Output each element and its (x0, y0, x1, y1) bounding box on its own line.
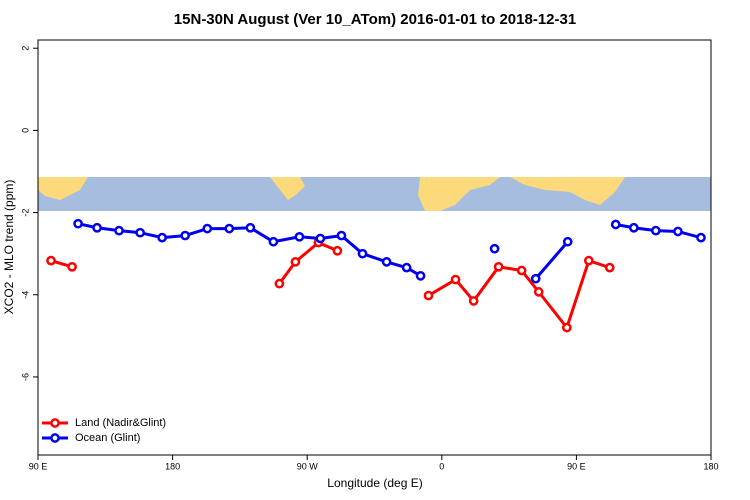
plot-frame (37, 39, 712, 456)
map-land (38, 177, 88, 200)
y-tick-label: -6 (20, 373, 30, 381)
point (67, 261, 77, 272)
point (224, 223, 235, 234)
y-tick-label: -4 (20, 291, 30, 299)
point (180, 230, 191, 241)
point (423, 290, 434, 301)
point (73, 218, 83, 229)
point (696, 232, 706, 243)
legend-label: Land (Nadir&Glint) (75, 417, 166, 429)
point (628, 222, 639, 233)
point (610, 219, 621, 230)
x-tick-label: 0 (439, 461, 444, 471)
point (332, 245, 343, 256)
x-tick-label: 90 W (297, 461, 319, 471)
point (583, 255, 594, 266)
point (673, 226, 683, 237)
map-land (510, 177, 625, 205)
point (294, 231, 305, 242)
point (493, 261, 504, 272)
x-tick-label: 180 (703, 461, 718, 471)
point (604, 262, 615, 273)
x-tick-label: 180 (165, 461, 180, 471)
point (46, 255, 56, 266)
map-band (38, 177, 711, 211)
point (415, 271, 426, 281)
point (650, 225, 661, 236)
legend-marker (50, 418, 60, 428)
point (381, 257, 392, 267)
map-land (418, 177, 500, 211)
point (157, 232, 167, 243)
point (533, 287, 544, 297)
y-tick-label: 2 (20, 46, 30, 51)
point (450, 274, 461, 285)
point (516, 265, 527, 276)
point (357, 248, 368, 259)
y-axis-label: XCO2 - MLO trend (ppm) (2, 180, 16, 315)
point (561, 322, 572, 333)
legend-label: Ocean (Glint) (75, 432, 140, 444)
point (315, 233, 326, 244)
point (92, 222, 102, 233)
legend-marker (50, 433, 60, 443)
point (274, 278, 285, 289)
point (468, 296, 479, 306)
point (336, 230, 347, 241)
point (489, 243, 500, 254)
y-tick-label: -2 (20, 209, 30, 217)
point (135, 227, 145, 238)
point (268, 236, 279, 247)
series-line (50, 240, 611, 331)
point (401, 262, 412, 273)
x-axis-label: Longitude (deg E) (327, 476, 422, 490)
x-tick-label: 90 E (567, 461, 586, 471)
point (530, 273, 541, 284)
map-land (270, 177, 305, 200)
point (290, 257, 301, 267)
point (114, 225, 124, 236)
point (245, 222, 256, 233)
chart-title: 15N-30N August (Ver 10_ATom) 2016-01-01 … (174, 11, 576, 28)
y-tick-label: 0 (20, 128, 30, 133)
point (202, 223, 213, 234)
x-tick-label: 90 E (29, 461, 48, 471)
point (562, 236, 573, 247)
